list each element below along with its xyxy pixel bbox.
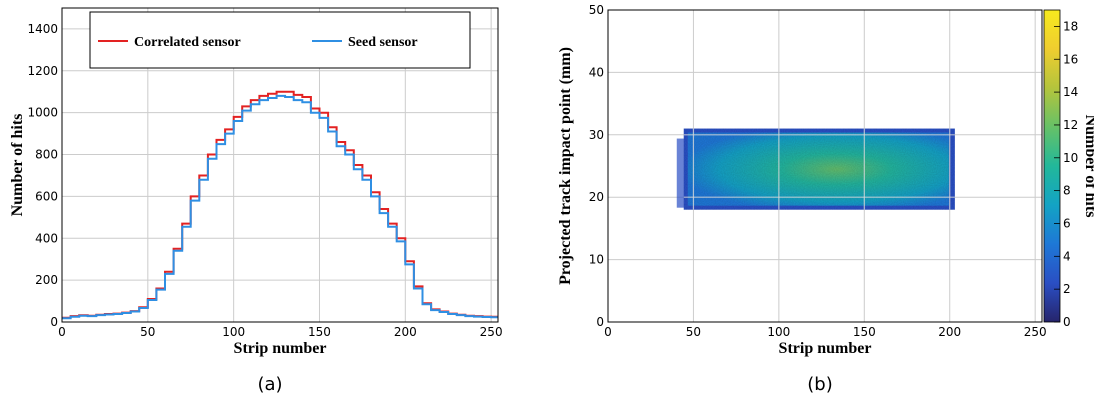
y-tick-label: 50 (589, 3, 604, 17)
series-line-seed (62, 94, 498, 320)
legend-box (89, 11, 471, 69)
histogram-panel: 0 50 100 150 200 250 0 200 400 600 800 1000 1200 140… (9, 7, 503, 395)
x-tick-label: 0 (604, 325, 612, 339)
y-axis-title: Number of hits (9, 114, 26, 217)
x-tick-label: 0 (58, 325, 66, 339)
heatmap-edge-left (676, 138, 685, 208)
y-tick-label: 800 (35, 148, 58, 162)
x-tick-label: 50 (686, 325, 701, 339)
x-tick-label: 100 (222, 325, 245, 339)
x-tick-labels: 0 50 100 150 200 250 (604, 325, 1046, 339)
y-tick-labels: 0 200 400 600 800 1000 1200 1400 (27, 22, 58, 329)
x-tick-label: 150 (853, 325, 876, 339)
legend-label-seed: Seed sensor (348, 35, 418, 50)
y-tick-label: 1000 (27, 106, 58, 120)
heatmap-cells (676, 128, 955, 210)
colorbar: 0 2 4 6 8 10 12 14 16 18 Number of hits (1043, 9, 1094, 329)
colorbar-tick-label: 2 (1063, 282, 1071, 296)
legend-label-correlated: Correlated sensor (134, 35, 241, 50)
x-tick-label: 200 (394, 325, 417, 339)
colorbar-tick-label: 16 (1063, 52, 1078, 66)
series-lines (62, 90, 498, 320)
y-tick-label: 0 (50, 315, 58, 329)
legend: Correlated sensor Seed sensor (89, 11, 471, 69)
x-axis-title: Strip number (779, 340, 872, 357)
colorbar-tick-label: 12 (1063, 118, 1078, 132)
colorbar-tick-label: 18 (1063, 19, 1078, 33)
colorbar-title: Number of hits (1082, 115, 1094, 218)
x-tick-label: 200 (938, 325, 961, 339)
x-tick-label: 250 (480, 325, 503, 339)
y-tick-label: 200 (35, 273, 58, 287)
y-axis-title: Projected track impact point (mm) (557, 47, 574, 285)
x-tick-label: 150 (308, 325, 331, 339)
y-tick-label: 30 (589, 128, 604, 142)
x-tick-label: 50 (140, 325, 155, 339)
x-tick-label: 100 (767, 325, 790, 339)
y-tick-label: 600 (35, 189, 58, 203)
y-tick-label: 400 (35, 231, 58, 245)
colorbar-tick-label: 6 (1063, 216, 1071, 230)
plot-frame (61, 7, 499, 323)
x-axis-title: Strip number (234, 340, 327, 357)
heatmap-band-texture (683, 128, 955, 210)
colorbar-gradient (1043, 9, 1061, 323)
panel-caption-b: (b) (807, 374, 832, 395)
colorbar-tick-label: 4 (1063, 249, 1071, 263)
colorbar-tick-labels: 0 2 4 6 8 10 12 14 16 18 (1054, 19, 1078, 329)
series-line-correlated (62, 90, 498, 319)
y-tick-label: 1200 (27, 64, 58, 78)
y-tick-label: 1400 (27, 22, 58, 36)
y-tick-label: 0 (596, 315, 604, 329)
colorbar-tick-label: 14 (1063, 85, 1078, 99)
plot-frame (607, 9, 1043, 323)
colorbar-tick-label: 10 (1063, 151, 1078, 165)
colorbar-tick-label: 8 (1063, 184, 1071, 198)
x-tick-labels: 0 50 100 150 200 250 (58, 325, 502, 339)
y-tick-labels: 0 10 20 30 40 50 (589, 3, 604, 329)
y-tick-label: 40 (589, 65, 604, 79)
panel-caption-a: (a) (257, 374, 282, 395)
y-tick-label: 10 (589, 253, 604, 267)
y-tick-label: 20 (589, 190, 604, 204)
x-tick-label: 250 (1024, 325, 1047, 339)
colorbar-tick-label: 0 (1063, 315, 1071, 329)
